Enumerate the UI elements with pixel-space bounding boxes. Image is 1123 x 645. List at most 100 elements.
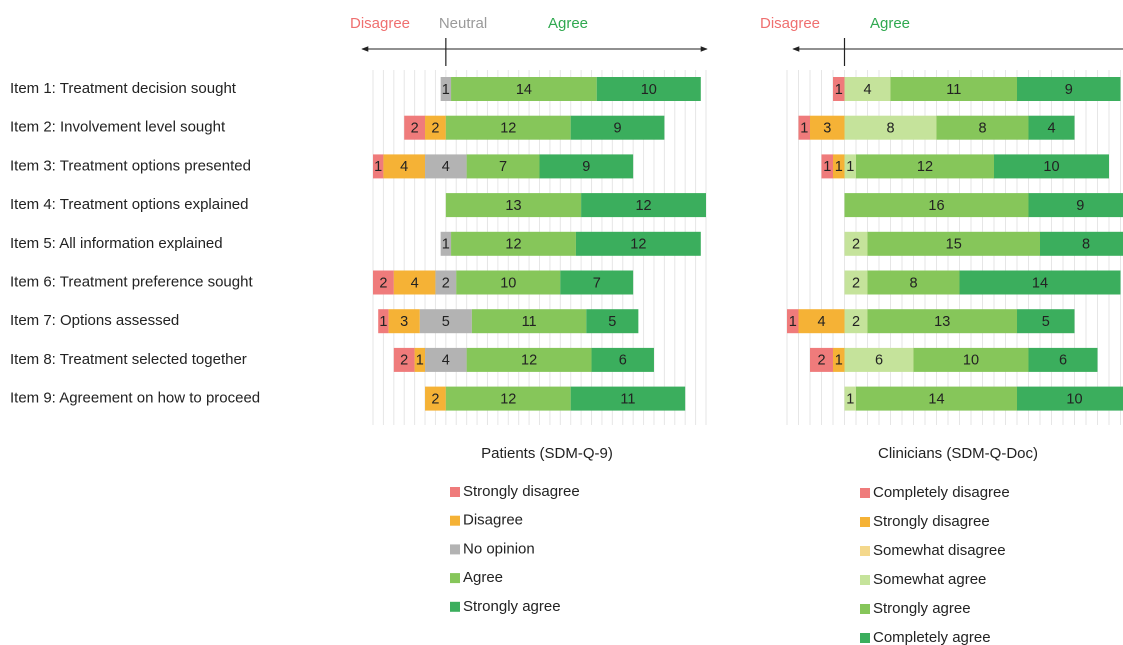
bar-segment (404, 115, 426, 140)
bar-segment (1017, 309, 1075, 334)
segment-label: 12 (635, 198, 651, 214)
segment-label: 10 (641, 82, 657, 98)
segment-label: 12 (505, 237, 521, 253)
legend-swatch (860, 488, 870, 498)
legend-label: Strongly agree (873, 600, 971, 617)
bar-segment (810, 115, 845, 140)
bar-segment (810, 347, 833, 372)
bar-segment (844, 309, 868, 334)
bar-segment (844, 270, 868, 295)
legend-swatch (450, 573, 460, 584)
segment-label: 4 (442, 159, 450, 175)
row-label: Item 6: Treatment preference sought (10, 273, 253, 290)
legend-label: Strongly disagree (463, 483, 580, 500)
segment-label: 3 (823, 121, 831, 137)
segment-label: 9 (1065, 82, 1073, 98)
segment-label: 13 (934, 314, 950, 330)
segment-label: 1 (789, 314, 797, 330)
segment-label: 7 (499, 159, 507, 175)
bar-segment (466, 154, 540, 179)
legend-swatch (450, 487, 460, 497)
bar-segment (373, 270, 394, 295)
bar-segment (591, 347, 654, 372)
bar-segment (451, 77, 597, 101)
segment-label: 1 (835, 82, 843, 98)
bar-segment (440, 231, 452, 256)
header-label: Agree (870, 15, 910, 32)
bar-segment (833, 347, 845, 372)
segment-label: 13 (505, 198, 521, 214)
header-label: Disagree (350, 15, 410, 32)
bar-segment (844, 347, 914, 372)
legend-label: Strongly disagree (873, 513, 990, 530)
bar-segment (445, 193, 582, 218)
bar-segment (373, 154, 384, 179)
segment-label: 6 (875, 353, 883, 369)
segment-label: 2 (411, 121, 419, 137)
bar-segment (913, 347, 1029, 372)
segment-label: 2 (852, 237, 860, 253)
segment-label: 15 (946, 237, 962, 253)
segment-label: 8 (1082, 237, 1090, 253)
legend-label: Completely disagree (873, 484, 1010, 501)
panel-title: Patients (SDM-Q-9) (481, 445, 613, 462)
bar-segment (1028, 115, 1075, 140)
segment-label: 2 (379, 275, 387, 291)
bar-segment (575, 231, 701, 256)
segment-label: 4 (442, 353, 450, 369)
bar-segment (471, 309, 587, 334)
bar-segment (383, 154, 426, 179)
segment-label: 1 (846, 391, 854, 407)
legend-label: Strongly agree (463, 598, 561, 615)
segment-label: 1 (416, 353, 424, 369)
bar-segment (596, 77, 701, 101)
segment-label: 10 (500, 275, 516, 291)
bar-segment (844, 115, 937, 140)
segment-label: 1 (835, 353, 843, 369)
bar-segment (867, 231, 1040, 256)
header-label: Disagree (760, 15, 820, 32)
legend-label: Completely agree (873, 629, 991, 645)
row-label: Item 2: Involvement level sought (10, 119, 226, 136)
segment-label: 3 (400, 314, 408, 330)
bar-segment (844, 77, 891, 101)
row-label: Item 1: Treatment decision sought (10, 80, 237, 97)
bar-segment (378, 309, 389, 334)
bar-segment (787, 309, 799, 334)
legend-swatch (860, 633, 870, 643)
segment-label: 1 (823, 159, 831, 175)
bar-segment (867, 270, 960, 295)
legend-label: Disagree (463, 512, 523, 529)
segment-label: 14 (516, 82, 532, 98)
legend-label: Agree (463, 569, 503, 586)
bar-segment (539, 154, 634, 179)
bar-segment (844, 154, 856, 179)
segment-label: 11 (946, 82, 961, 98)
bar-segment (435, 270, 457, 295)
row-label: Item 5: All information explained (10, 235, 223, 252)
bar-segment (586, 309, 639, 334)
bar-segment (466, 347, 592, 372)
segment-label: 4 (411, 275, 419, 291)
bar-segment (440, 77, 452, 101)
segment-label: 2 (431, 121, 439, 137)
bar-segment (419, 309, 472, 334)
bar-segment (1017, 386, 1123, 411)
bar-segment (844, 193, 1029, 218)
segment-label: 14 (1032, 275, 1048, 291)
segment-label: 11 (620, 391, 635, 407)
legend-label: No opinion (463, 540, 535, 557)
legend-swatch (450, 515, 460, 526)
bar-segment (388, 309, 420, 334)
segment-label: 16 (928, 198, 944, 214)
segment-label: 2 (852, 275, 860, 291)
bar-segment (445, 386, 571, 411)
bar-segment (414, 347, 426, 372)
segment-label: 4 (817, 314, 825, 330)
segment-label: 5 (608, 314, 616, 330)
segment-label: 8 (909, 275, 917, 291)
segment-label: 2 (400, 353, 408, 369)
segment-label: 5 (1042, 314, 1050, 330)
segment-label: 9 (1076, 198, 1084, 214)
